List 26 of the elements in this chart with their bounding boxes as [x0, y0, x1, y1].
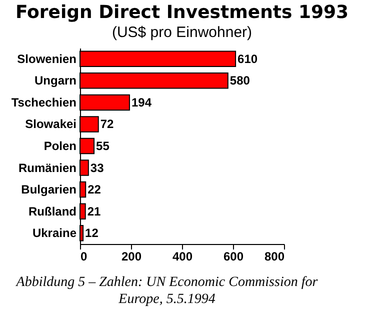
x-tick-label: 400 [172, 250, 193, 264]
y-tick-label: Ungarn [34, 74, 76, 88]
x-tick-label: 200 [121, 250, 142, 264]
data-label: 72 [100, 117, 114, 132]
y-tick-label: Rumänien [18, 160, 76, 175]
x-tick-label: 800 [264, 250, 285, 264]
data-label: 580 [230, 74, 250, 88]
y-tick-label: Ukraine [32, 226, 77, 240]
chart-subtitle: (US$ pro Einwohner) [112, 24, 252, 41]
data-label: 55 [96, 139, 110, 153]
chart-title: Foreign Direct Investments 1993 [15, 2, 349, 23]
y-tick-label: Slowenien [17, 52, 76, 66]
text: Abbildung 5 – Zahlen: UN Economic Commission for Europe, 5.5.1994 [14, 274, 319, 308]
y-tick-label: Rußland [28, 204, 76, 218]
y-tick-label: Tschechien [11, 95, 76, 110]
data-label: 12 [85, 226, 99, 240]
data-label: 610 [238, 52, 258, 66]
x-tick-label: 600 [223, 250, 244, 264]
y-tick-label: Bulgarien [21, 182, 76, 197]
data-label: 33 [90, 160, 104, 175]
data-label: 194 [131, 95, 152, 110]
y-tick-label: Slowakei [25, 117, 76, 132]
data-label: 22 [88, 182, 102, 197]
data-label: 21 [87, 204, 102, 218]
y-tick-label: Polen [44, 139, 76, 153]
x-tick-label: 0 [80, 250, 88, 264]
